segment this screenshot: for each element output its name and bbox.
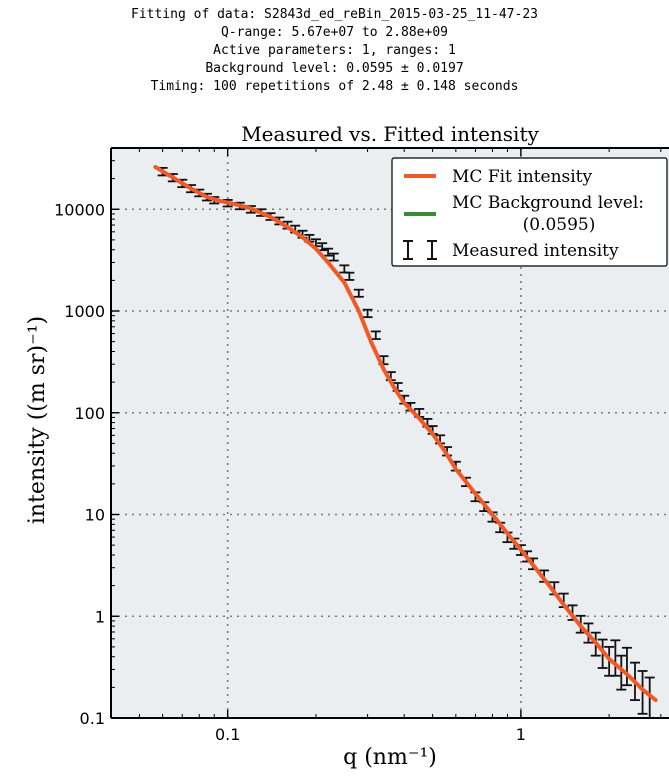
header-line-qrange: Q-range: 5.67e+07 to 2.88e+09 — [221, 25, 448, 40]
x-tick-label: 1 — [516, 725, 526, 744]
legend: MC Fit intensity MC Background level:(0.0… — [391, 157, 668, 267]
axes: 0.1 1 0.1 1 10 100 1000 10000 — [54, 147, 669, 744]
chart-title: Measured vs. Fitted intensity — [241, 122, 539, 146]
y-tick-label: 10000 — [54, 200, 105, 219]
header-line-data: Fitting of data: S2843d_ed_reBin_2015-03… — [131, 7, 538, 22]
header-line-timing: Timing: 100 repetitions of 2.48 ± 0.148 … — [150, 79, 519, 94]
x-axis-label: q (nm⁻¹) — [343, 745, 437, 770]
legend-measured-label: Measured intensity — [452, 241, 619, 261]
measured-point — [323, 247, 334, 257]
measured-point — [362, 308, 373, 319]
y-axis-label: intensity ((m sr)⁻¹) — [25, 316, 50, 524]
legend-measured-swatch — [403, 240, 413, 260]
measured-point — [353, 288, 364, 298]
measured-point — [637, 670, 648, 715]
measured-point — [610, 639, 621, 677]
header-line-parameters: Active parameters: 1, ranges: 1 — [213, 43, 456, 58]
legend-background-label: MC Background level: — [452, 193, 644, 213]
header-line-background: Background level: 0.0595 ± 0.0197 — [205, 61, 464, 76]
legend-box — [391, 157, 668, 267]
y-tick-label: 10 — [85, 506, 105, 525]
fit-line — [153, 165, 658, 703]
legend-measured-swatch — [427, 240, 437, 260]
legend-fit-label: MC Fit intensity — [452, 167, 593, 187]
y-tick-label: 0.1 — [80, 709, 105, 728]
measured-point — [370, 330, 381, 340]
y-tick-label: 1000 — [64, 302, 105, 321]
measured-point — [328, 252, 339, 262]
measured-point — [616, 654, 627, 691]
measured-point — [621, 646, 632, 687]
y-tick-label: 1 — [95, 607, 105, 626]
y-tick-label: 100 — [74, 404, 105, 423]
series-layer — [153, 165, 658, 718]
fit-summary-header: Fitting of data: S2843d_ed_reBin_2015-03… — [0, 6, 669, 96]
measured-point — [344, 271, 355, 281]
legend-background-value: (0.0595) — [523, 215, 596, 235]
x-tick-label: 0.1 — [215, 725, 240, 744]
